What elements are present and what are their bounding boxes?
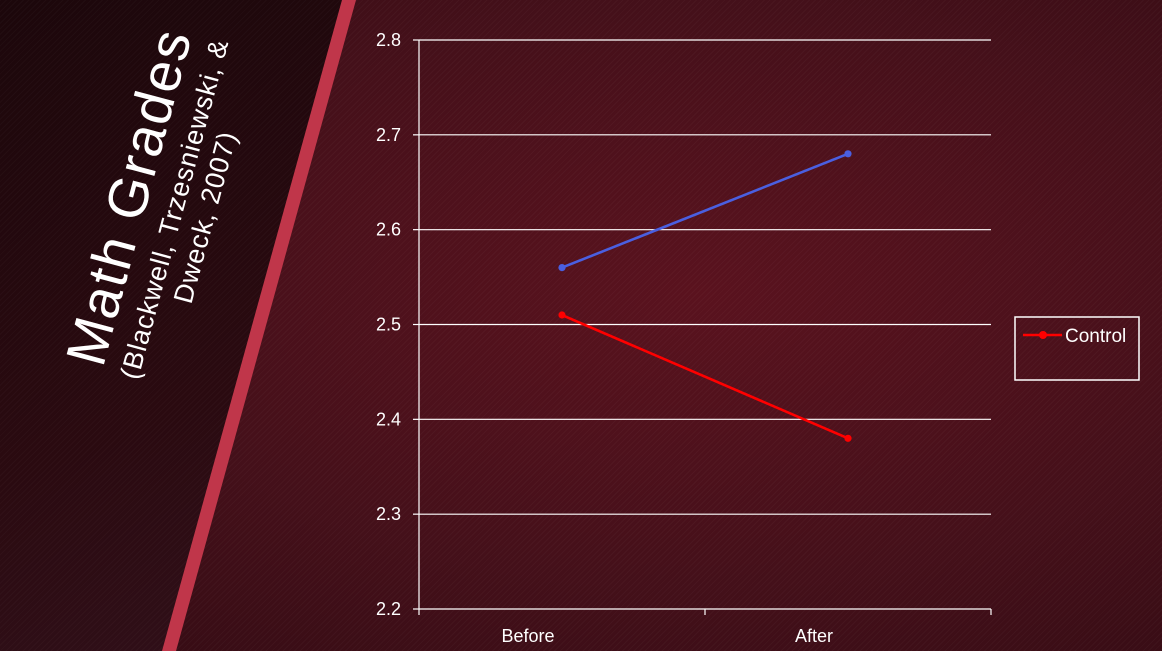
legend-box [1014,316,1140,381]
legend-label-control: Control [1065,326,1126,347]
y-tick-labels: 2.2 2.3 2.4 2.5 2.6 2.7 2.8 [376,30,401,619]
series-point [844,150,852,158]
y-tick-label: 2.8 [376,30,401,50]
series-point [844,434,852,442]
legend-swatch-marker [1039,331,1047,339]
y-tick-label: 2.4 [376,409,401,429]
y-tick-label: 2.3 [376,504,401,524]
series-lines [558,150,852,442]
y-tick-label: 2.5 [376,315,401,335]
axes [413,39,992,615]
grid-lines [419,39,991,515]
legend: Control [1014,316,1140,381]
y-tick-label: 2.2 [376,599,401,619]
series-line [561,313,849,440]
series-line [561,152,849,269]
x-tick-label: After [795,626,833,646]
y-tick-label: 2.7 [376,125,401,145]
x-tick-label: Before [501,626,554,646]
series-point [558,311,566,319]
series-point [558,264,566,272]
y-tick-label: 2.6 [376,220,401,240]
x-tick-labels: Before After [501,626,833,646]
